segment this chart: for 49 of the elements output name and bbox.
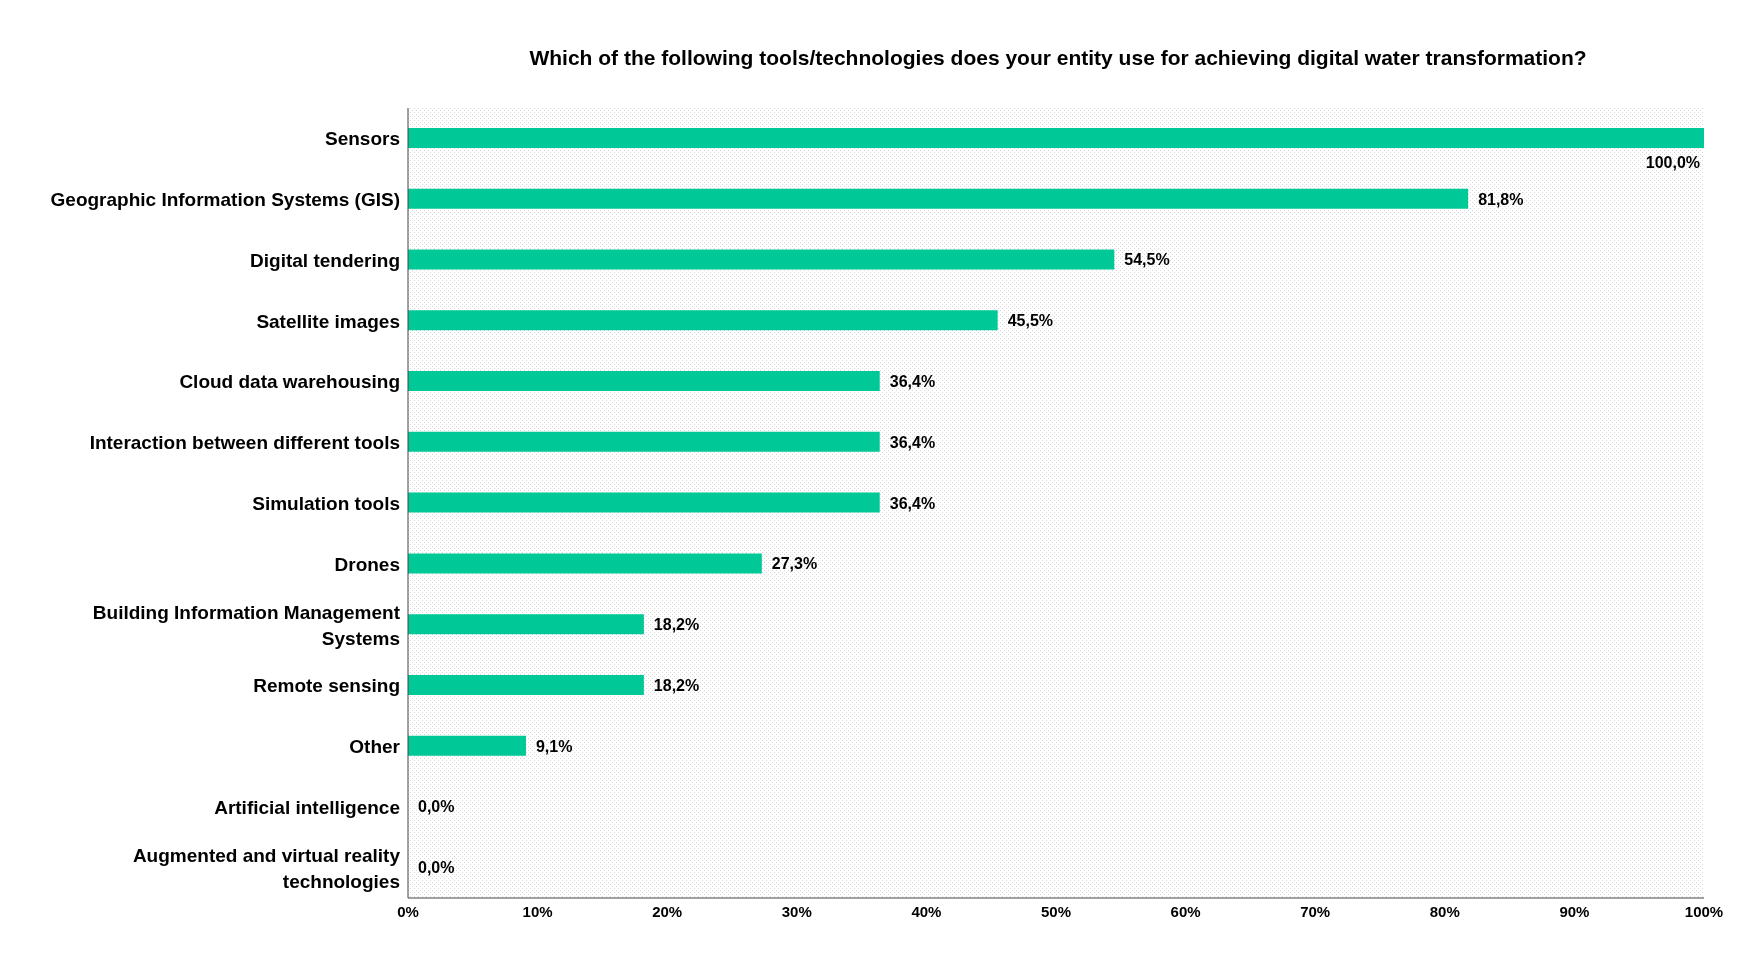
bar [408, 249, 1115, 270]
data-label: 36,4% [889, 372, 936, 390]
y-tick-label: Sensors [325, 127, 400, 149]
data-label: 54,5% [1124, 251, 1170, 269]
x-tick-label: 30% [781, 902, 812, 920]
y-tick-label: Drones [334, 553, 400, 575]
y-tick-label: Artificial intelligence [214, 796, 400, 818]
bar [408, 128, 1704, 148]
chart-title: Which of the following tools/technologies does your entity use for achieving digital water transformation? [528, 46, 1588, 70]
y-tick-label: Geographic Information Systems (GIS) [50, 188, 400, 210]
bar [408, 310, 998, 331]
bar [408, 674, 644, 695]
y-tick-label: Simulation tools [252, 492, 400, 514]
data-label: 18,2% [653, 616, 700, 634]
y-tick-label: Satellite images [256, 310, 400, 332]
data-label: 9,1% [535, 737, 573, 755]
bar [408, 614, 644, 635]
data-label: 45,5% [1007, 312, 1054, 330]
y-tick-label: Other [349, 735, 401, 757]
bar [408, 371, 880, 392]
x-tick-label: 10% [522, 902, 553, 920]
bar [408, 188, 1469, 209]
x-tick-label: 70% [1300, 902, 1331, 920]
x-tick-label: 40% [911, 902, 942, 920]
bar [408, 492, 880, 513]
y-tick-label: Digital tendering [250, 249, 400, 271]
bar [408, 735, 526, 756]
x-tick-label: 90% [1559, 902, 1590, 920]
data-label: 36,4% [889, 433, 936, 451]
bar [408, 431, 880, 452]
x-tick-label: 80% [1429, 902, 1460, 920]
y-tick-label: Augmented and virtual reality technologies [132, 844, 401, 892]
data-label: 81,8% [1478, 190, 1524, 208]
y-tick-label: Remote sensing [253, 674, 400, 696]
data-label: 100,0% [1645, 153, 1700, 171]
data-label: 0,0% [418, 798, 455, 816]
x-tick-label: 60% [1170, 902, 1201, 920]
data-label: 27,3% [771, 555, 818, 573]
data-label: 0,0% [418, 859, 455, 877]
y-tick-label: Building Information Management Systems [92, 601, 401, 649]
x-tick-label: 20% [652, 902, 683, 920]
x-tick-label: 0% [397, 902, 419, 920]
y-tick-label: Interaction between different tools [89, 431, 400, 453]
x-tick-label: 100% [1684, 902, 1724, 920]
y-tick-label: Cloud data warehousing [179, 370, 400, 392]
x-tick-label: 50% [1040, 902, 1072, 920]
bar [408, 553, 762, 574]
data-label: 18,2% [653, 676, 700, 694]
data-label: 36,4% [889, 494, 936, 512]
